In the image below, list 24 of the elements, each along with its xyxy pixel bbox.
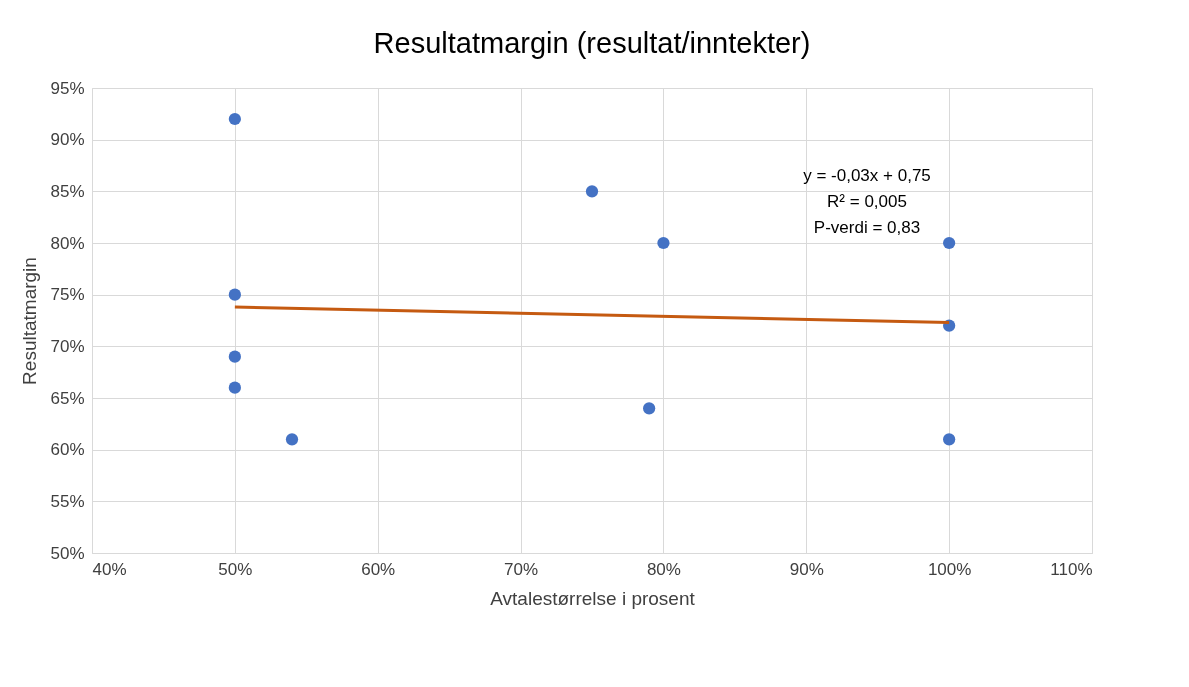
y-tick-label: 85% [50,181,85,201]
x-tick-label: 100% [927,559,972,579]
annotation: y = -0,03x + 0,75 [803,166,931,186]
x-tick-label: 110% [1050,559,1093,579]
x-tick-label: 40% [92,559,127,579]
y-tick-label: 75% [50,285,85,305]
x-tick-label: 70% [504,559,539,579]
y-tick-label: 60% [50,440,85,460]
y-tick-label: 95% [50,78,85,98]
y-axis-title: Resultatmargin [19,257,41,385]
x-tick-label: 60% [361,559,396,579]
x-tick-label: 80% [646,559,681,579]
y-tick-label: 55% [50,491,85,511]
annotation: R² = 0,005 [827,192,907,212]
x-tick-label: 90% [789,559,824,579]
annotation: P-verdi = 0,83 [813,218,921,238]
y-tick-label: 80% [50,233,85,253]
y-tick-label: 70% [50,336,85,356]
y-tick-label: 90% [50,130,85,150]
y-tick-label: 50% [50,543,85,563]
y-tick-label: 65% [50,388,85,408]
chart-title: Resultatmargin (resultat/inntekter) [373,27,811,59]
x-tick-label: 50% [218,559,253,579]
x-axis-title: Avtalestørrelse i prosent [490,587,696,609]
